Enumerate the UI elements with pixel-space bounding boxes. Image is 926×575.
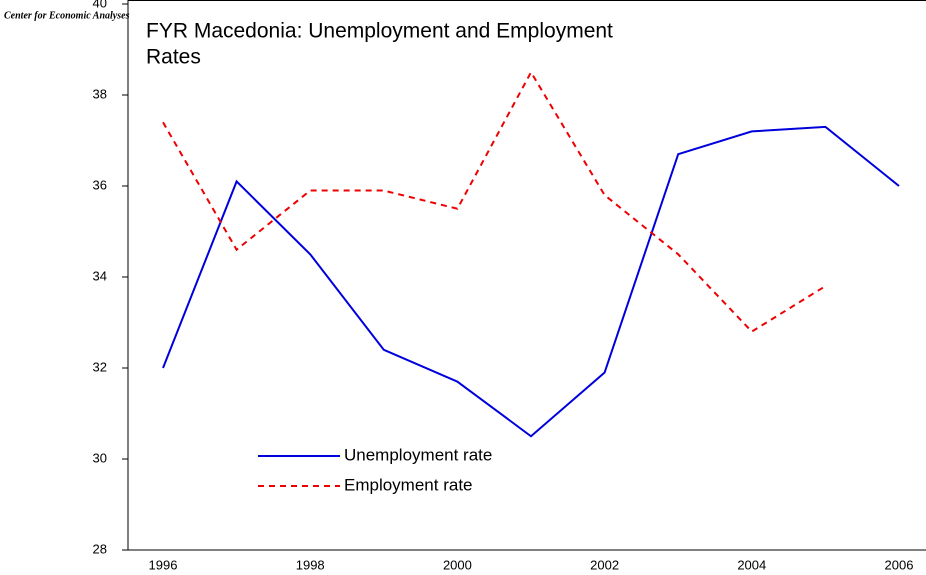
y-tick-label: 32 (93, 359, 107, 374)
series-line (162, 70, 826, 333)
x-tick-label: 2002 (590, 557, 619, 572)
x-tick-label: 2000 (443, 557, 472, 572)
x-tick-label: 1996 (149, 557, 178, 572)
y-tick-label: 34 (93, 268, 107, 283)
legend-label: Employment rate (344, 475, 473, 494)
x-tick-label: 2004 (737, 557, 766, 572)
y-tick-label: 38 (93, 86, 107, 101)
chart-title: FYR Macedonia: Unemployment and Employme… (146, 20, 613, 43)
x-tick-label: 2006 (885, 557, 914, 572)
y-tick-label: 36 (93, 177, 107, 192)
series-line (162, 125, 900, 438)
logo-text: Center for Economic Analyses (4, 10, 130, 21)
legend-label: Unemployment rate (344, 445, 492, 464)
x-tick-label: 1998 (296, 557, 325, 572)
y-tick-label: 40 (93, 0, 107, 10)
y-tick-label: 30 (93, 450, 107, 465)
y-tick-label: 28 (93, 541, 107, 556)
chart-title: Rates (146, 46, 201, 69)
